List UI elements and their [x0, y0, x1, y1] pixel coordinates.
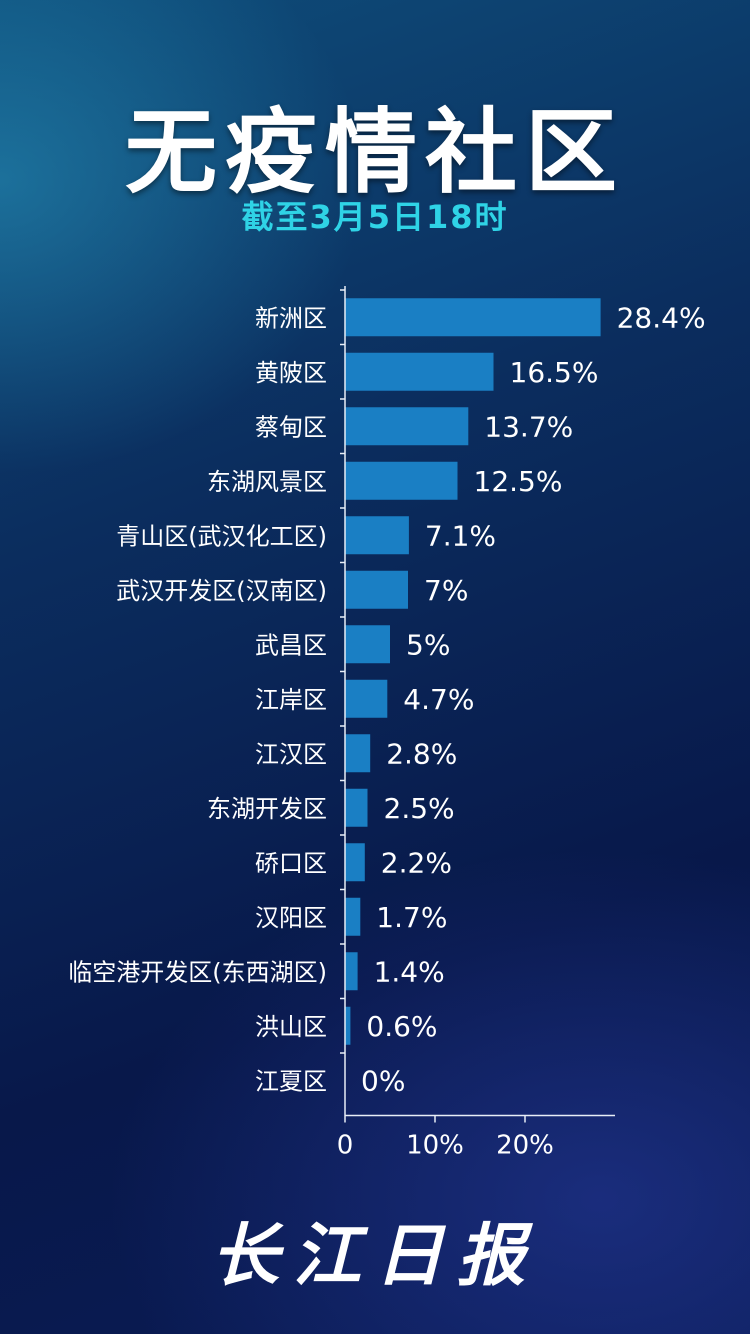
data-label: 2.2% [381, 846, 452, 879]
category-label: 东湖开发区 [207, 795, 327, 823]
category-label: 江汉区 [255, 740, 327, 768]
category-label: 武汉开发区(汉南区) [116, 577, 327, 605]
page-subtitle: 截至3月5日18时 [241, 198, 509, 236]
data-label: 1.4% [374, 955, 445, 988]
category-label: 武昌区 [255, 631, 327, 659]
x-tick-label: 0 [337, 1131, 354, 1161]
bar [345, 352, 494, 391]
bar-chart: 新洲区 28.4% 黄陂区 16.5% 蔡甸区 13.7% 东湖风景区 12.5% 青山区(武汉… [68, 286, 706, 1161]
category-label: 汉阳区 [255, 904, 327, 932]
bar [345, 625, 390, 664]
bar [345, 516, 409, 555]
category-label: 东湖风景区 [207, 468, 327, 496]
bar [345, 897, 361, 936]
category-label: 硚口区 [255, 849, 327, 877]
bar [345, 679, 388, 718]
x-tick-label: 20% [496, 1131, 554, 1161]
bar [345, 407, 469, 446]
x-tick-label: 10% [406, 1131, 464, 1161]
bar [345, 1006, 351, 1045]
bar [345, 298, 601, 337]
category-label: 新洲区 [255, 304, 327, 332]
bar [345, 461, 458, 500]
category-label: 青山区(武汉化工区) [116, 522, 327, 550]
data-label: 2.8% [386, 737, 457, 770]
data-label: 28.4% [617, 301, 706, 334]
bar [345, 734, 371, 773]
bar [345, 788, 368, 827]
bar [345, 570, 408, 609]
data-label: 7% [424, 574, 468, 607]
data-label: 13.7% [484, 410, 573, 443]
data-label: 4.7% [403, 683, 474, 716]
data-label: 12.5% [474, 465, 563, 498]
category-label: 临空港开发区(东西湖区) [68, 958, 327, 986]
data-label: 0.6% [366, 1010, 437, 1043]
data-label: 16.5% [510, 356, 599, 389]
newspaper-logo: 长江日报 [210, 1216, 539, 1296]
data-label: 7.1% [425, 519, 496, 552]
category-label: 江夏区 [255, 1067, 327, 1095]
data-label: 2.5% [384, 792, 455, 825]
category-label: 江岸区 [255, 686, 327, 714]
data-label: 5% [406, 628, 450, 661]
category-label: 蔡甸区 [255, 413, 327, 441]
category-label: 洪山区 [255, 1013, 327, 1041]
data-label: 0% [361, 1064, 405, 1097]
bar [345, 843, 365, 882]
category-label: 黄陂区 [255, 359, 327, 387]
page-title: 无疫情社区 [124, 99, 625, 206]
bar [345, 952, 358, 991]
data-label: 1.7% [376, 901, 447, 934]
